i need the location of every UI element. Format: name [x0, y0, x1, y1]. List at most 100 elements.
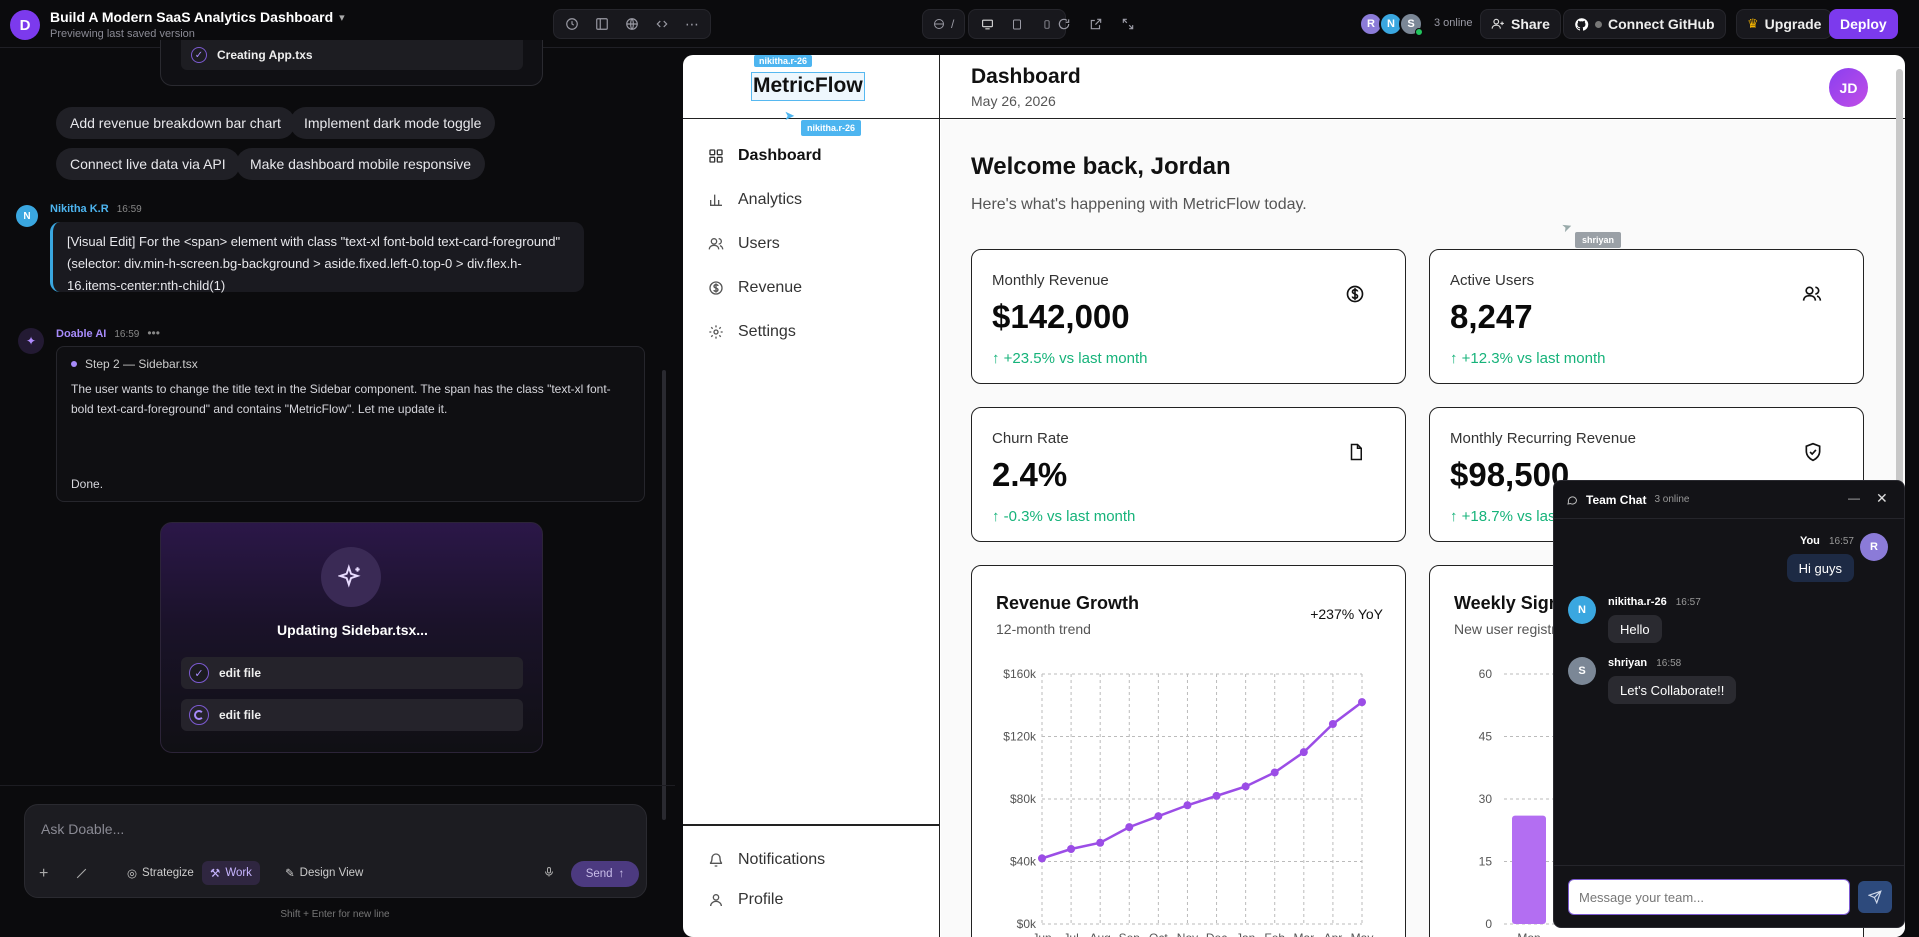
connect-github-button[interactable]: Connect GitHub	[1563, 9, 1726, 39]
mic-icon[interactable]	[543, 865, 555, 879]
cursor-tag: nikitha.r-26	[801, 120, 862, 136]
app-logo[interactable]: D	[10, 10, 40, 40]
design-view-button[interactable]: ✎ Design View	[279, 861, 369, 885]
sidebar-item-label: Analytics	[738, 191, 803, 208]
upgrade-button[interactable]: ♛ Upgrade	[1736, 9, 1833, 39]
x-tick-label: Mon	[1517, 931, 1540, 937]
stat-change: ↑ -0.3% vs last month	[992, 508, 1136, 525]
dollar-icon	[1346, 285, 1364, 303]
data-point	[1125, 823, 1134, 832]
stat-value: 8,247	[1450, 298, 1533, 335]
sidebar-item-settings[interactable]: Settings	[708, 323, 796, 341]
share-button[interactable]: Share	[1480, 9, 1561, 39]
project-title[interactable]: Build A Modern SaaS Analytics Dashboard ▾	[50, 9, 345, 25]
pen-icon[interactable]	[75, 867, 88, 880]
y-tick-label: $0k	[1017, 917, 1037, 931]
sidebar-item-profile[interactable]: Profile	[708, 891, 783, 909]
avatar-letter: N	[23, 210, 31, 222]
desktop-icon[interactable]	[973, 10, 1001, 38]
github-icon	[1575, 17, 1589, 31]
open-external-icon[interactable]	[1082, 10, 1110, 38]
brand-text: MetricFlow	[753, 74, 863, 97]
mobile-icon[interactable]	[1033, 10, 1061, 38]
page-title: Dashboard	[971, 65, 1081, 88]
suggestion-chip[interactable]: Make dashboard mobile responsive	[236, 148, 486, 180]
suggestion-chip[interactable]: Add revenue breakdown bar chart	[56, 107, 295, 139]
suggestion-label: Make dashboard mobile responsive	[250, 156, 472, 172]
suggestion-chip[interactable]: Implement dark mode toggle	[290, 107, 496, 139]
prompt-input[interactable]: Ask Doable...	[41, 821, 631, 843]
signup-bar	[1512, 815, 1546, 924]
data-point	[1299, 748, 1308, 757]
suggestion-label: Implement dark mode toggle	[304, 115, 482, 131]
message-header: Nikitha K.R 16:59	[50, 203, 142, 215]
brush-icon: ✎	[285, 868, 295, 880]
sidebar-item-dashboard[interactable]: Dashboard	[708, 147, 822, 165]
y-tick-label: $160k	[1003, 667, 1037, 681]
more-icon[interactable]: ⋯	[685, 15, 699, 32]
user-icon	[710, 894, 722, 907]
globe-icon[interactable]	[618, 10, 646, 38]
revenue-line	[1041, 701, 1363, 860]
chart-title: Revenue Growth	[996, 593, 1140, 613]
fullscreen-icon[interactable]	[1114, 10, 1142, 38]
sidebar-item-analytics[interactable]: Analytics	[708, 191, 802, 209]
cursor-tag-text: nikitha.r-26	[759, 56, 808, 66]
welcome-title: Welcome back, Jordan	[971, 153, 1231, 180]
cursor-tag: shriyan	[1575, 232, 1622, 248]
send-icon	[1868, 890, 1882, 904]
sidebar-item-users[interactable]: Users	[708, 235, 780, 253]
timestamp: 16:59	[114, 329, 140, 340]
refresh-icon[interactable]	[1050, 10, 1078, 38]
work-label: Work	[225, 867, 252, 879]
y-tick-label: 60	[1479, 667, 1493, 681]
work-button[interactable]: ⚒ Work	[202, 861, 260, 885]
typing-dots: •••	[147, 326, 160, 340]
history-icon[interactable]	[558, 10, 586, 38]
divider	[0, 785, 675, 786]
hammer-icon: ⚒	[210, 868, 221, 880]
presence-avatars[interactable]: R N S	[1359, 12, 1423, 36]
welcome-subtitle: Here's what's happening with MetricFlow …	[971, 196, 1307, 213]
preview-scrollbar[interactable]	[1896, 69, 1903, 789]
route-selector[interactable]: /	[922, 9, 966, 39]
step-text: Step 2 — Sidebar.tsx	[85, 357, 198, 371]
design-view-label: Design View	[299, 867, 364, 879]
stat-change: ↑ +12.3% vs last month	[1450, 350, 1606, 367]
target-icon: ◎	[127, 868, 138, 880]
sidebar-brand[interactable]: MetricFlow	[751, 72, 865, 101]
y-tick-label: 45	[1479, 730, 1493, 744]
suggestion-chip[interactable]: Connect live data via API	[56, 148, 240, 180]
avatar-letter: S	[1578, 665, 1586, 677]
avatar-letter: R	[1367, 18, 1375, 30]
sidebar-item-revenue[interactable]: Revenue	[708, 279, 802, 297]
prompt-placeholder: Ask Doable...	[41, 821, 125, 837]
x-tick-label: Sep	[1119, 931, 1141, 937]
avatar: R	[1860, 533, 1888, 561]
cursor-icon: ➤	[1559, 218, 1575, 236]
chevron-down-icon: ▾	[339, 11, 345, 24]
close-icon[interactable]: ✕	[1876, 490, 1888, 506]
stat-value: 2.4%	[992, 456, 1068, 493]
spinner-icon	[189, 705, 209, 725]
x-tick-label: Apr	[1324, 931, 1343, 937]
sidebar-item-label: Users	[738, 235, 780, 252]
strategize-label: Strategize	[142, 867, 194, 879]
code-icon[interactable]	[648, 10, 676, 38]
strategize-button[interactable]: ◎ Strategize	[121, 861, 200, 885]
scrollbar[interactable]	[662, 370, 666, 820]
layout-icon[interactable]	[588, 10, 616, 38]
team-message-input[interactable]: Message your team...	[1568, 879, 1850, 915]
tablet-icon[interactable]	[1003, 10, 1031, 38]
minimize-icon[interactable]: —	[1848, 491, 1860, 505]
send-button[interactable]: Send ↑	[571, 861, 639, 887]
add-icon[interactable]: +	[39, 865, 49, 882]
send-button[interactable]	[1858, 881, 1892, 913]
sidebar-item-notifications[interactable]: Notifications	[708, 851, 825, 869]
avatar[interactable]: JD	[1829, 68, 1868, 107]
online-count: 3 online	[1434, 17, 1473, 29]
step-label: edit file	[219, 666, 262, 680]
chat-bubble-icon	[1567, 495, 1578, 505]
deploy-button[interactable]: Deploy	[1829, 9, 1898, 39]
stat-label: Active Users	[1450, 272, 1535, 289]
